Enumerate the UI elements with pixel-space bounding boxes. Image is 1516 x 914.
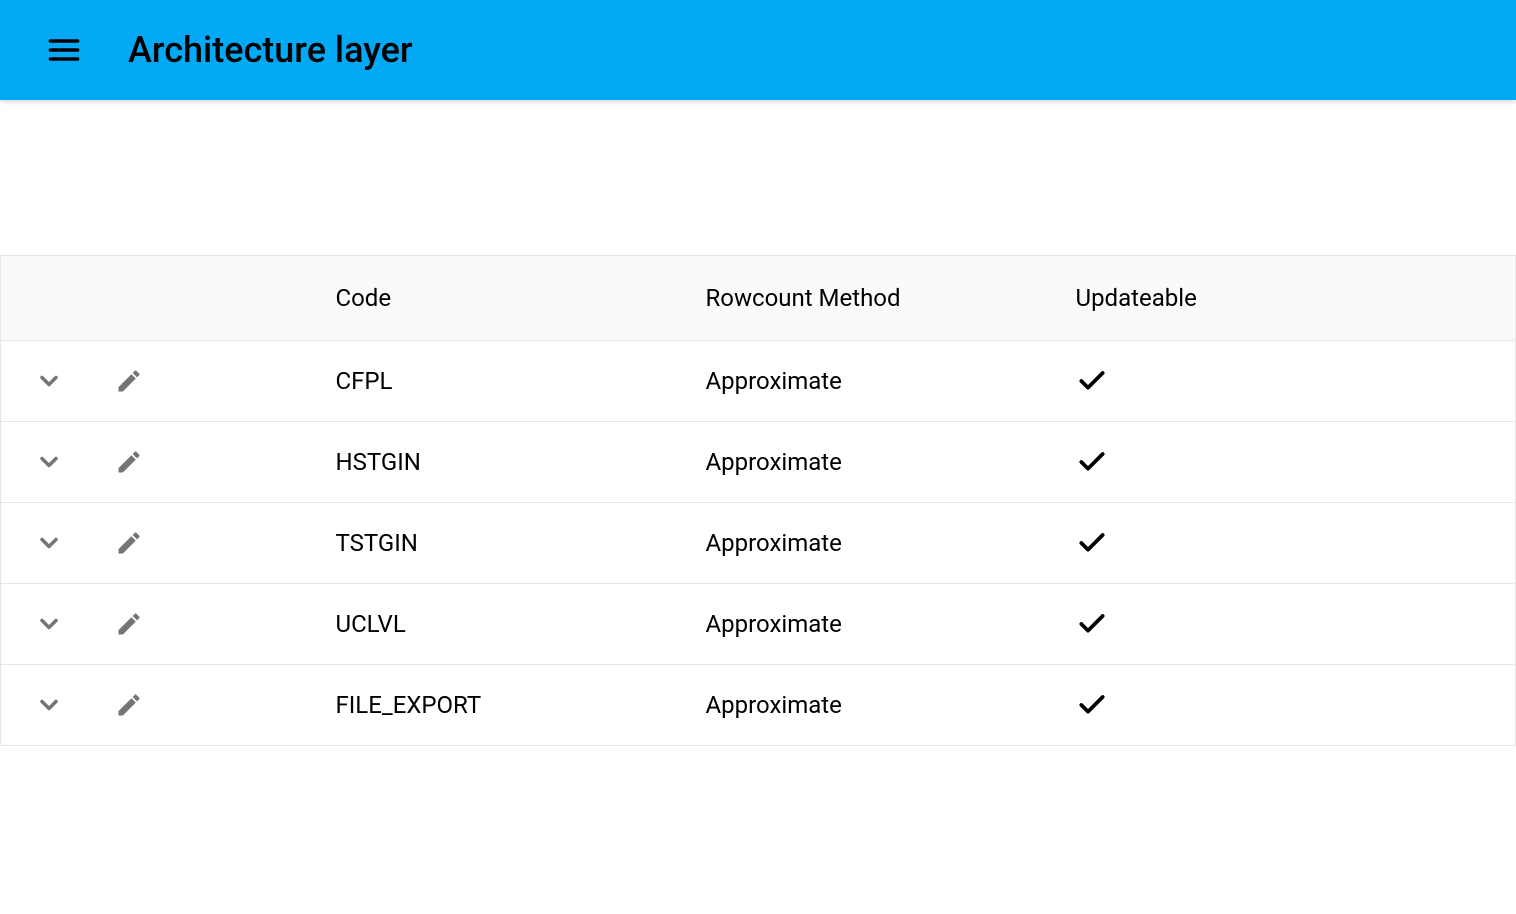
pencil-icon	[115, 691, 143, 719]
table-header-row: Code Rowcount Method Updateable	[1, 256, 1516, 341]
chevron-down-icon	[35, 529, 63, 557]
row-actions	[25, 689, 336, 721]
cell-rowcount-method: Approximate	[706, 584, 1076, 665]
content-spacer	[0, 100, 1516, 255]
pencil-icon	[115, 367, 143, 395]
table-row: TSTGINApproximate	[1, 503, 1516, 584]
expand-row-button[interactable]	[33, 527, 65, 559]
chevron-down-icon	[35, 367, 63, 395]
row-actions	[25, 527, 336, 559]
expand-row-button[interactable]	[33, 446, 65, 478]
cell-code: UCLVL	[336, 584, 706, 665]
edit-row-button[interactable]	[113, 608, 145, 640]
check-icon	[1076, 446, 1108, 478]
chevron-down-icon	[35, 448, 63, 476]
cell-updateable	[1076, 584, 1516, 665]
menu-button[interactable]	[40, 26, 88, 74]
edit-row-button[interactable]	[113, 446, 145, 478]
table-row: HSTGINApproximate	[1, 422, 1516, 503]
pencil-icon	[115, 529, 143, 557]
cell-updateable	[1076, 422, 1516, 503]
cell-code: HSTGIN	[336, 422, 706, 503]
cell-code: CFPL	[336, 341, 706, 422]
cell-rowcount-method: Approximate	[706, 665, 1076, 746]
check-icon	[1076, 608, 1108, 640]
row-actions	[25, 608, 336, 640]
expand-row-button[interactable]	[33, 689, 65, 721]
cell-rowcount-method: Approximate	[706, 422, 1076, 503]
edit-row-button[interactable]	[113, 365, 145, 397]
row-actions	[25, 446, 336, 478]
row-actions-cell	[1, 665, 336, 746]
cell-rowcount-method: Approximate	[706, 341, 1076, 422]
cell-code: FILE_EXPORT	[336, 665, 706, 746]
table-row: CFPLApproximate	[1, 341, 1516, 422]
row-actions-cell	[1, 584, 336, 665]
cell-rowcount-method: Approximate	[706, 503, 1076, 584]
architecture-layer-table: Code Rowcount Method Updateable CFPLAppr…	[0, 255, 1516, 746]
expand-row-button[interactable]	[33, 365, 65, 397]
row-actions-cell	[1, 422, 336, 503]
table-row: FILE_EXPORTApproximate	[1, 665, 1516, 746]
page-title: Architecture layer	[128, 29, 413, 71]
check-icon	[1076, 527, 1108, 559]
table-header-code: Code	[336, 256, 706, 341]
table-row: UCLVLApproximate	[1, 584, 1516, 665]
chevron-down-icon	[35, 691, 63, 719]
cell-code: TSTGIN	[336, 503, 706, 584]
check-icon	[1076, 365, 1108, 397]
pencil-icon	[115, 610, 143, 638]
cell-updateable	[1076, 503, 1516, 584]
pencil-icon	[115, 448, 143, 476]
expand-row-button[interactable]	[33, 608, 65, 640]
edit-row-button[interactable]	[113, 689, 145, 721]
table-header-actions	[1, 256, 336, 341]
cell-updateable	[1076, 341, 1516, 422]
app-bar: Architecture layer	[0, 0, 1516, 100]
row-actions-cell	[1, 341, 336, 422]
table-header-update: Updateable	[1076, 256, 1516, 341]
table-header-method: Rowcount Method	[706, 256, 1076, 341]
edit-row-button[interactable]	[113, 527, 145, 559]
cell-updateable	[1076, 665, 1516, 746]
row-actions-cell	[1, 503, 336, 584]
check-icon	[1076, 689, 1108, 721]
hamburger-icon	[46, 32, 82, 68]
chevron-down-icon	[35, 610, 63, 638]
row-actions	[25, 365, 336, 397]
